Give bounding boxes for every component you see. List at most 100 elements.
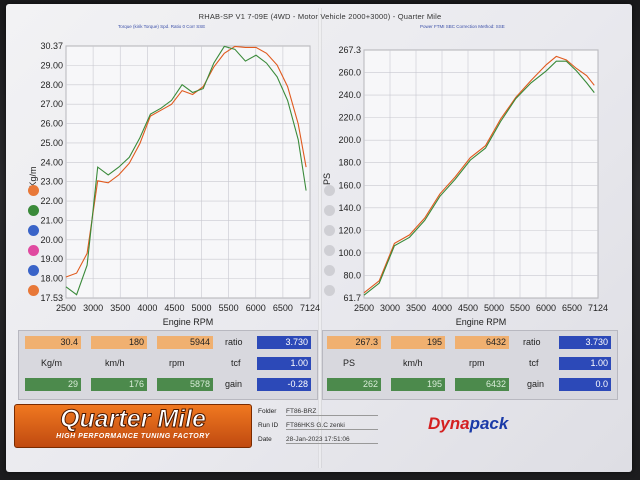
x-tick-label-torque: 3500	[110, 303, 130, 313]
legend-dot	[28, 285, 39, 296]
legend-dot-placeholder	[324, 245, 335, 256]
y-axis-title-torque: Kg/m	[28, 167, 38, 188]
max-power-rpm: 6432	[455, 336, 509, 349]
unit-ps: PS	[343, 358, 356, 368]
y-tick-label-torque: 29.00	[40, 60, 63, 70]
run2-rpm-right: 6432	[455, 378, 509, 391]
y-axis-title-power: PS	[322, 173, 332, 185]
y-tick-label-power: 180.0	[338, 158, 361, 168]
gain-label: gain	[225, 379, 243, 389]
y-tick-label-torque: 21.00	[40, 215, 63, 225]
tcf-value: 1.00	[257, 357, 311, 370]
x-tick-label-power: 3000	[380, 303, 400, 313]
quarter-mile-brand: Quarter Mile	[60, 405, 207, 434]
x-tick-label-power: 7124	[588, 303, 608, 313]
unit-rpm-right: rpm	[469, 358, 485, 368]
y-tick-label-torque: 17.53	[40, 293, 63, 303]
date-label: Date	[258, 436, 272, 443]
legend-dot-placeholder	[324, 265, 335, 276]
x-tick-label-power: 3500	[406, 303, 426, 313]
y-tick-label-power: 160.0	[338, 180, 361, 190]
plot-area-torque	[65, 45, 311, 299]
tcf-label-right: tcf	[529, 358, 539, 368]
tcf-value-right: 1.00	[559, 357, 611, 370]
legend-dot-placeholder	[324, 185, 335, 196]
y-tick-label-power: 220.0	[338, 113, 361, 123]
y-tick-label-torque: 19.00	[40, 254, 63, 264]
date-value: 28-Jan-2023 17:51:06	[286, 436, 378, 444]
legend-dot-placeholder	[324, 205, 335, 216]
y-tick-label-power: 100.0	[338, 248, 361, 258]
y-tick-label-torque: 24.00	[40, 157, 63, 167]
ratio-value: 3.730	[257, 336, 311, 349]
x-tick-label-torque: 4500	[164, 303, 184, 313]
legend-dot	[28, 205, 39, 216]
y-tick-label-torque: 26.00	[40, 119, 63, 129]
x-tick-label-torque: 3000	[83, 303, 103, 313]
y-tick-label-torque: 25.00	[40, 138, 63, 148]
run-label: Run ID	[258, 422, 279, 429]
max-power-kmh: 195	[391, 336, 445, 349]
x-tick-label-power: 6000	[536, 303, 556, 313]
x-tick-label-torque: 5000	[192, 303, 212, 313]
y-tick-label-torque: 22.00	[40, 196, 63, 206]
y-tick-label-torque: 18.00	[40, 274, 63, 284]
y-tick-label-torque: 27.00	[40, 99, 63, 109]
tcf-label: tcf	[231, 358, 241, 368]
folder-value: FT86-BRZ	[286, 408, 378, 416]
x-tick-label-torque: 4000	[137, 303, 157, 313]
run2-rpm: 5878	[157, 378, 213, 391]
max-torque-kmh: 180	[91, 336, 147, 349]
y-tick-label-power: 61.7	[343, 293, 361, 303]
y-tick-label-power: 260.0	[338, 68, 361, 78]
x-tick-label-torque: 6500	[273, 303, 293, 313]
unit-kgm: Kg/m	[41, 358, 63, 368]
max-power-value: 267.3	[327, 336, 381, 349]
run-value: FT86HKS G.C zenki	[286, 422, 378, 430]
gain-label-right: gain	[527, 379, 545, 389]
dynapack-brand-a: Dyna	[428, 414, 470, 433]
power-legend: Power FTMI SBC Correction Method: SSE	[420, 24, 505, 29]
dyno-charts: 2500 3000 3500 4000 4500 5000 5500 6000 6500 7124…	[28, 41, 608, 327]
folder-label: Folder	[258, 408, 277, 415]
paper-fold	[318, 8, 322, 468]
x-tick-label-power: 5000	[484, 303, 504, 313]
x-axis-title-torque: Engine RPM	[163, 317, 214, 327]
x-tick-label-torque: 6000	[246, 303, 266, 313]
power-readout-panel: 267.3 195 6432 ratio 3.730 PS km/h rpm t…	[322, 330, 618, 400]
x-tick-label-power: 2500	[354, 303, 374, 313]
y-tick-label-torque: 28.00	[40, 80, 63, 90]
gain-value-right: 0.0	[559, 378, 611, 391]
max-torque-value: 30.4	[25, 336, 81, 349]
run2-power: 262	[327, 378, 381, 391]
legend-dot	[28, 185, 39, 196]
legend-dot-placeholder	[324, 285, 335, 296]
torque-readout-panel: 30.4 180 5944 ratio 3.730 Kg/m km/h rpm …	[18, 330, 318, 400]
quarter-mile-tagline: HIGH PERFORMANCE TUNING FACTORY	[56, 433, 210, 440]
ratio-value-right: 3.730	[559, 336, 611, 349]
x-tick-label-power: 5500	[510, 303, 530, 313]
series-line-torque-0	[65, 45, 307, 278]
legend-dot-placeholder	[324, 225, 335, 236]
ratio-label: ratio	[225, 337, 243, 347]
run2-kmh-right: 195	[391, 378, 445, 391]
x-tick-label-power: 4500	[458, 303, 478, 313]
legend-dot	[28, 265, 39, 276]
dynapack-logo: Dynapack	[428, 414, 508, 434]
max-torque-rpm: 5944	[157, 336, 213, 349]
plot-area-power	[363, 49, 599, 299]
ratio-label-right: ratio	[523, 337, 541, 347]
y-tick-label-power: 80.0	[343, 270, 361, 280]
series-line-power-1	[363, 60, 595, 296]
run2-kmh: 176	[91, 378, 147, 391]
x-tick-label-power: 6500	[562, 303, 582, 313]
y-tick-label-torque: 30.37	[40, 41, 63, 51]
x-axis-title-power: Engine RPM	[456, 317, 507, 327]
quarter-mile-logo: Quarter Mile HIGH PERFORMANCE TUNING FAC…	[14, 404, 252, 448]
unit-kmh-right: km/h	[403, 358, 423, 368]
y-tick-label-power: 240.0	[338, 90, 361, 100]
torque-legend: Torque (kirik Torque) Spd. Ratio 0 Corr …	[118, 24, 206, 29]
y-tick-label-torque: 23.00	[40, 177, 63, 187]
x-tick-label-torque: 5500	[219, 303, 239, 313]
y-tick-label-power: 267.3	[338, 45, 361, 55]
